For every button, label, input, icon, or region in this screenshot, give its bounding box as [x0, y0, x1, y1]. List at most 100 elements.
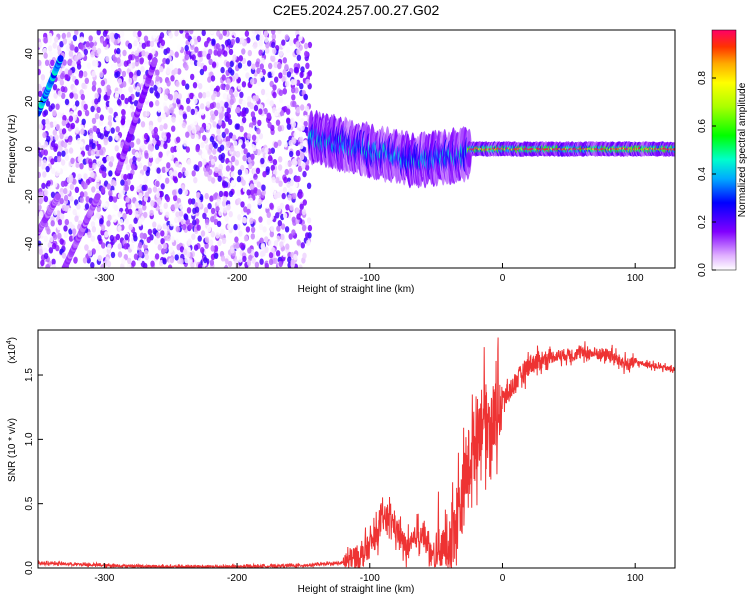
heatmap-cell [153, 131, 158, 138]
heatmap-cell [193, 118, 198, 126]
heatmap-cell [96, 47, 102, 55]
heatmap-cell [54, 36, 59, 43]
heatmap-cell [74, 30, 79, 36]
heatmap-cell [242, 154, 247, 162]
heatmap-cell [91, 117, 97, 125]
spectrogram-x-axis-label: Height of straight line (km) [298, 284, 415, 295]
heatmap-cell [129, 184, 135, 192]
heatmap-cell [162, 57, 167, 65]
heatmap-cell [181, 121, 187, 129]
heatmap-cell [288, 233, 293, 240]
heatmap-cell [220, 229, 225, 236]
heatmap-cell [260, 243, 266, 251]
spectrogram-heatmap [38, 30, 675, 268]
heatmap-cell [255, 61, 260, 68]
heatmap-cell [157, 198, 162, 205]
heatmap-cell [217, 48, 222, 55]
heatmap-cell [218, 113, 224, 120]
heatmap-cell [194, 134, 199, 141]
heatmap-cell [174, 51, 179, 58]
heatmap-cell [60, 180, 66, 188]
heatmap-cell [206, 53, 211, 60]
heatmap-cell [97, 87, 102, 95]
heatmap-cell [307, 224, 313, 232]
heatmap-cell [114, 71, 119, 79]
heatmap-cell [84, 203, 90, 210]
heatmap-cell [238, 230, 243, 237]
heatmap-cell [192, 219, 197, 226]
heatmap-cell [163, 105, 168, 113]
heatmap-cell [233, 30, 238, 37]
heatmap-cell [249, 102, 254, 110]
heatmap-cell [103, 139, 109, 146]
heatmap-cell [115, 233, 121, 241]
heatmap-cell [300, 124, 305, 131]
heatmap-cell [144, 191, 150, 198]
heatmap-cell [197, 235, 202, 242]
heatmap-cell [284, 80, 290, 88]
heatmap-cell [201, 152, 207, 159]
heatmap-cell [163, 123, 168, 130]
heatmap-cell [293, 253, 298, 261]
heatmap-cell [264, 246, 269, 253]
heatmap-cell [242, 217, 248, 224]
heatmap-cell [79, 191, 85, 198]
snr-series-line [38, 337, 675, 568]
heatmap-cell [105, 124, 110, 131]
colorbar-tick-label: 0.6 [697, 119, 708, 133]
heatmap-cell [243, 64, 248, 71]
heatmap-cell [120, 189, 126, 196]
heatmap-cell [181, 79, 186, 87]
heatmap-cell [65, 44, 71, 51]
heatmap-cell [237, 214, 242, 221]
heatmap-cell [154, 253, 160, 260]
heatmap-cell [250, 111, 256, 118]
heatmap-cell [259, 71, 264, 79]
heatmap-cell [271, 176, 276, 183]
heatmap-cell [301, 224, 307, 232]
heatmap-cell [175, 226, 181, 233]
heatmap-cell [177, 68, 182, 75]
heatmap-cell [57, 232, 62, 240]
heatmap-cell [135, 55, 140, 63]
heatmap-cell [299, 203, 304, 210]
heatmap-cell [202, 65, 208, 72]
heatmap-cell [77, 110, 82, 117]
heatmap-cell [216, 128, 221, 135]
heatmap-cell [257, 119, 262, 127]
heatmap-cell [182, 113, 188, 120]
heatmap-cell [38, 197, 43, 205]
heatmap-cell [96, 205, 102, 213]
heatmap-cell [132, 231, 137, 239]
heatmap-cell [207, 202, 212, 210]
heatmap-cell [299, 142, 304, 150]
heatmap-cell [179, 258, 184, 265]
heatmap-cell [62, 59, 67, 66]
heatmap-cell [212, 148, 217, 155]
colorbar-tick-label: 0.0 [697, 263, 708, 277]
heatmap-cell [117, 251, 123, 258]
heatmap-cell [134, 151, 140, 158]
heatmap-cell [75, 100, 80, 107]
colorbar: 0.0 0.2 0.4 0.6 0.8 Normalized spectral ampl… [697, 29, 748, 277]
heatmap-cell [61, 252, 67, 259]
heatmap-cell [288, 139, 293, 147]
heatmap-cell [43, 149, 48, 156]
heatmap-cell [296, 54, 302, 61]
heatmap-cell [250, 233, 255, 240]
heatmap-cell [291, 94, 296, 101]
heatmap-cell [229, 98, 234, 106]
heatmap-cell [241, 99, 247, 107]
heatmap-cell [63, 133, 69, 140]
heatmap-cell [189, 30, 194, 35]
heatmap-cell [98, 119, 104, 127]
heatmap-cell [138, 43, 143, 50]
heatmap-cell [62, 141, 68, 149]
heatmap-cell [282, 250, 287, 258]
heatmap-cell [152, 221, 157, 228]
heatmap-cell [156, 167, 161, 174]
heatmap-cell [77, 173, 82, 180]
heatmap-cell [38, 123, 44, 130]
heatmap-cell [196, 60, 202, 67]
heatmap-cell [116, 57, 121, 64]
